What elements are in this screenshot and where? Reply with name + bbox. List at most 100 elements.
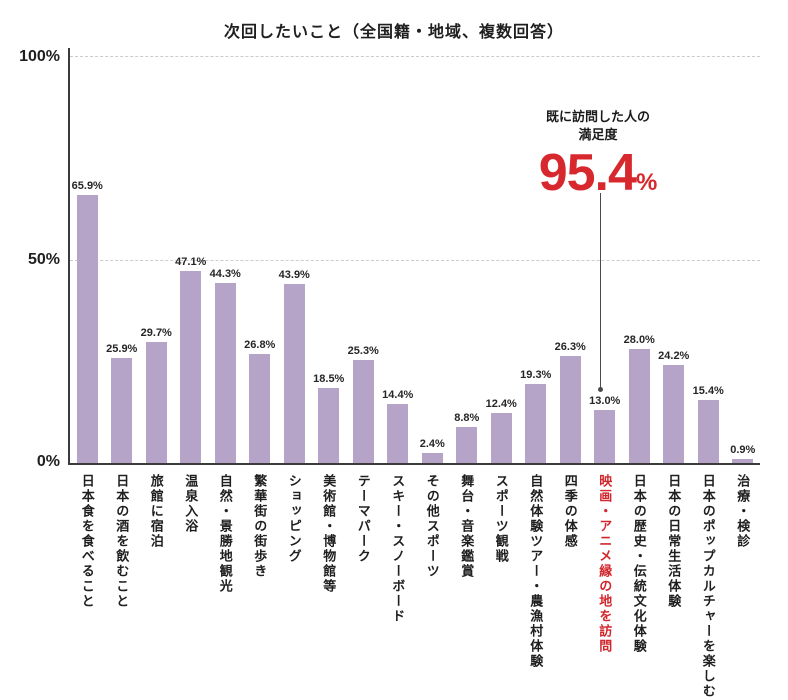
bar (180, 271, 202, 463)
category-label: 日本食を食べること (79, 474, 95, 609)
bar-column: 13.0% (588, 56, 623, 463)
bar-value-label: 14.4% (382, 389, 414, 402)
bar-value-label: 26.3% (554, 340, 586, 353)
bar (628, 349, 650, 463)
category-label: 映画・アニメ縁の地を訪問 (597, 474, 613, 654)
gridline-50 (70, 259, 760, 261)
category-label-cell: 美術館・博物館等 (312, 474, 347, 699)
bar-column: 26.8% (243, 56, 278, 463)
bar-column: 19.3% (519, 56, 554, 463)
bar (490, 412, 512, 463)
bar (559, 355, 581, 463)
category-label: スポーツ観戦 (493, 474, 509, 564)
bar-value-label: 2.4% (419, 438, 445, 451)
bar-column: 26.3% (553, 56, 588, 463)
chart-title: 次回したいこと（全国籍・地域、複数回答） (223, 24, 564, 41)
category-label: 美術館・博物館等 (321, 474, 337, 594)
y-tick-100: 100% (19, 48, 60, 65)
bar-column: 43.9% (277, 56, 312, 463)
bar-value-label: 18.5% (313, 372, 345, 385)
bar-column: 18.5% (312, 56, 347, 463)
category-label: 四季の体感 (562, 474, 578, 549)
bar-value-label: 8.8% (454, 412, 480, 425)
satisfaction-value: 95.4% (508, 147, 688, 199)
category-label: 日本の酒を飲むこと (114, 474, 130, 609)
category-label: 繁華街の街歩き (252, 474, 268, 579)
bar-value-label: 15.4% (692, 385, 724, 398)
bar (111, 357, 133, 463)
bar-column: 44.3% (208, 56, 243, 463)
bar-column: 29.7% (139, 56, 174, 463)
category-label: 自然体験ツアー・農漁村体験 (528, 474, 544, 669)
satisfaction-annotation: 既に訪問した人の 満足度 95.4% (508, 108, 688, 199)
category-label-cell: テーマパーク (346, 474, 381, 699)
category-label-cell: 四季の体感 (553, 474, 588, 699)
bar-column: 47.1% (174, 56, 209, 463)
bar-value-label: 13.0% (589, 395, 621, 408)
category-label: 日本の歴史・伝統文化体験 (631, 474, 647, 654)
category-label-cell: 日本の酒を飲むこと (105, 474, 140, 699)
category-label-cell: 繁華街の街歩き (243, 474, 278, 699)
annotation-note-line2: 満足度 (578, 126, 618, 142)
category-label-cell: スポーツ観戦 (484, 474, 519, 699)
annotation-note: 既に訪問した人の 満足度 (508, 108, 688, 143)
satisfaction-unit: % (635, 169, 658, 197)
category-label: 旅館に宿泊 (148, 474, 164, 549)
category-label: ショッピング (286, 474, 302, 564)
bar-column: 24.2% (657, 56, 692, 463)
category-label-cell: その他スポーツ (415, 474, 450, 699)
category-label-cell: スキー・スノーボード (381, 474, 416, 699)
bar-value-label: 19.3% (520, 369, 552, 382)
bar (594, 410, 616, 463)
category-label: その他スポーツ (424, 474, 440, 579)
bar (76, 194, 98, 463)
category-label-cell: 治療・検診 (726, 474, 761, 699)
bar-column: 25.3% (346, 56, 381, 463)
category-label-cell: ショッピング (277, 474, 312, 699)
category-label: 自然・景勝地観光 (217, 474, 233, 594)
bar-column: 14.4% (381, 56, 416, 463)
bar-column: 25.9% (105, 56, 140, 463)
gridline-100 (70, 56, 760, 57)
category-label-cell: 自然体験ツアー・農漁村体験 (519, 474, 554, 699)
category-label-cell: 日本のポップカルチャーを楽しむ (691, 474, 726, 699)
category-label-cell: 日本の歴史・伝統文化体験 (622, 474, 657, 699)
bar-value-label: 25.3% (347, 345, 379, 358)
category-label: スキー・スノーボード (390, 474, 406, 624)
plot-area: 65.9% 25.9% 29.7% 47.1% 44.3% 26.8% 43.9% 18.5%… (68, 56, 760, 465)
satisfaction-number: 95.4 (538, 144, 637, 203)
bar-column: 12.4% (484, 56, 519, 463)
bar-column: 0.9% (726, 56, 761, 463)
category-label-cell: 映画・アニメ縁の地を訪問 (588, 474, 623, 699)
category-label-cell: 旅館に宿泊 (139, 474, 174, 699)
bar-value-label: 0.9% (730, 444, 756, 457)
bar-column: 2.4% (415, 56, 450, 463)
bar-value-label: 29.7% (140, 327, 172, 340)
bar (732, 459, 754, 463)
bar (214, 282, 236, 463)
category-label: 日本のポップカルチャーを楽しむ (700, 474, 716, 699)
y-axis-extension (68, 48, 70, 56)
bars: 65.9% 25.9% 29.7% 47.1% 44.3% 26.8% 43.9% 18.5%… (70, 56, 760, 463)
bar (249, 353, 271, 463)
category-label-cell: 自然・景勝地観光 (208, 474, 243, 699)
bar-column: 28.0% (622, 56, 657, 463)
bar-column: 15.4% (691, 56, 726, 463)
bar-value-label: 43.9% (278, 269, 310, 282)
category-label-cell: 舞台・音楽鑑賞 (450, 474, 485, 699)
category-label-cell: 温泉入浴 (174, 474, 209, 699)
bar (387, 404, 409, 463)
bar (352, 360, 374, 463)
bar (318, 387, 340, 463)
bar (283, 284, 305, 463)
bar-value-label: 65.9% (71, 179, 103, 192)
x-axis-labels: 日本食を食べること 日本の酒を飲むこと 旅館に宿泊 温泉入浴 自然・景勝地観光 繁華街の街… (70, 474, 760, 699)
bar (663, 364, 685, 463)
category-label-cell: 日本の日常生活体験 (657, 474, 692, 699)
y-tick-0: 0% (36, 453, 60, 470)
category-label: 治療・検診 (735, 474, 751, 549)
bar-value-label: 44.3% (209, 267, 241, 280)
bar (525, 384, 547, 463)
bar-value-label: 25.9% (106, 342, 138, 355)
bar (697, 400, 719, 463)
